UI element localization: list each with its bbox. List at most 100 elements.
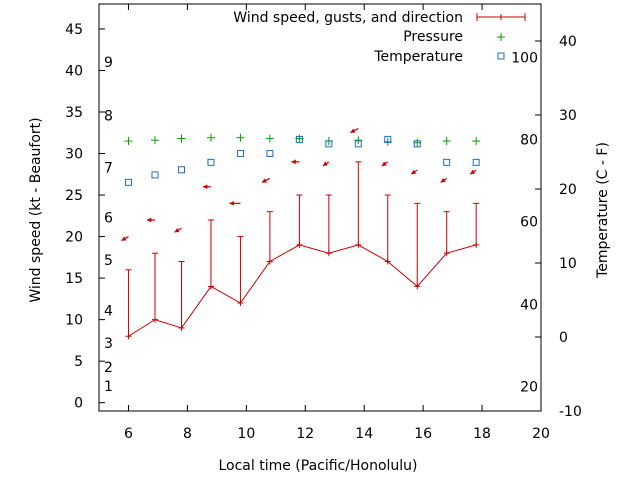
y-left-tick-label: 40	[65, 63, 83, 79]
direction-arrow	[410, 169, 418, 175]
direction-arrow-head	[350, 128, 356, 133]
fahrenheit-label: 80	[520, 132, 538, 148]
fahrenheit-label: 100	[511, 50, 538, 66]
direction-arrow	[381, 161, 389, 167]
direction-arrow-head	[202, 184, 208, 190]
y-axis-label-right: Temperature (C - F)	[595, 142, 611, 279]
y-left-tick-label: 15	[65, 271, 83, 287]
pressure-point	[206, 133, 215, 142]
temperature-point	[413, 140, 421, 148]
pressure-point	[442, 137, 451, 146]
y-left-tick-label: 25	[65, 188, 83, 204]
temperature-point	[124, 178, 132, 186]
y-left-tick-label: 10	[65, 313, 83, 329]
temperature-point	[325, 140, 333, 148]
x-tick-label: 16	[414, 426, 432, 442]
y-left-tick-label: 35	[65, 105, 83, 121]
direction-arrow	[291, 159, 300, 165]
plot-border	[98, 3, 542, 412]
direction-arrow	[174, 227, 182, 233]
y-left-tick-label: 0	[74, 396, 83, 412]
temperature-point	[384, 135, 392, 143]
direction-arrow-head	[174, 228, 180, 233]
legend-temperature-label: Temperature	[373, 49, 463, 65]
direction-arrow-head	[411, 169, 417, 175]
beaufort-label: 4	[104, 303, 113, 319]
direction-arrow-head	[322, 161, 328, 166]
x-tick-label: 18	[473, 426, 491, 442]
x-axis: 6 8 10 12 14 16 18 20	[124, 4, 550, 442]
x-tick-label: 10	[237, 426, 255, 442]
direction-arrow-head	[440, 178, 446, 183]
temperature-point	[443, 158, 451, 166]
wind-speed-line	[128, 244, 477, 337]
direction-series	[121, 128, 477, 242]
pressure-point	[177, 134, 186, 143]
beaufort-label: 2	[104, 360, 113, 376]
fahrenheit-label: 20	[520, 380, 538, 396]
beaufort-label: 7	[104, 161, 113, 177]
x-tick-label: 6	[124, 426, 133, 442]
direction-arrow-head	[470, 169, 476, 175]
legend-wind-label: Wind speed, gusts, and direction	[233, 10, 463, 26]
y-right-tick-label: 40	[559, 34, 577, 50]
y-axis-wind: 0 5 10 15 20 25 30 35 40 45	[65, 22, 105, 412]
y-left-tick-label: 30	[65, 147, 83, 163]
pressure-point	[236, 133, 245, 142]
pressure-point	[150, 136, 159, 145]
y-right-tick-label: 20	[559, 182, 577, 198]
direction-arrow-head	[146, 217, 152, 223]
direction-arrow	[440, 177, 448, 183]
direction-arrow-head	[381, 161, 387, 166]
beaufort-label: 6	[104, 210, 113, 226]
y-right-tick-label: 10	[559, 256, 577, 272]
x-tick-label: 12	[296, 426, 314, 442]
pressure-point	[472, 137, 481, 146]
direction-arrow-head	[291, 159, 296, 165]
x-tick-label: 8	[183, 426, 192, 442]
temperature-point	[178, 166, 186, 174]
y-left-tick-label: 5	[74, 354, 83, 370]
beaufort-label: 3	[104, 336, 113, 352]
direction-arrow	[229, 200, 241, 206]
beaufort-scale: 1 2 3 4 5 6 7 8 9	[104, 55, 113, 395]
temperature-point	[472, 158, 480, 166]
x-tick-label: 20	[532, 426, 550, 442]
fahrenheit-label: 60	[520, 215, 538, 231]
wind-series	[125, 161, 480, 340]
temperature-point	[151, 171, 159, 179]
direction-arrow	[350, 128, 359, 134]
y-left-tick-label: 20	[65, 230, 83, 246]
x-tick-label: 14	[355, 426, 373, 442]
temperature-series	[124, 135, 480, 186]
y-left-tick-label: 45	[65, 22, 83, 38]
y-right-tick-label: 30	[559, 108, 577, 124]
pressure-point	[354, 136, 363, 145]
temperature-point	[236, 149, 244, 157]
temperature-point	[354, 140, 362, 148]
direction-arrow	[146, 217, 155, 223]
y-right-tick-label: 0	[559, 330, 568, 346]
pressure-point	[124, 137, 133, 146]
plot-frame	[98, 3, 542, 412]
y-axis-label-left: Wind speed (kt - Beaufort)	[28, 117, 44, 302]
beaufort-label: 5	[104, 253, 113, 269]
temperature-point	[295, 135, 303, 143]
direction-arrow	[469, 169, 477, 175]
legend: Wind speed, gusts, and direction Pressure…	[233, 10, 526, 65]
legend-pressure-label: Pressure	[403, 29, 463, 45]
direction-arrow	[121, 236, 129, 242]
direction-arrow-head	[121, 236, 127, 241]
x-axis-label: Local time (Pacific/Honolulu)	[218, 458, 417, 474]
beaufort-label: 9	[104, 55, 113, 71]
pressure-point	[265, 134, 274, 143]
temperature-point	[207, 158, 215, 166]
direction-arrow-head	[229, 200, 234, 206]
beaufort-label: 8	[104, 108, 113, 124]
y-right-tick-label: -10	[559, 404, 582, 420]
direction-arrow	[322, 161, 330, 167]
direction-arrow-head	[261, 178, 267, 183]
direction-arrow	[261, 177, 271, 183]
temperature-point	[266, 149, 274, 157]
